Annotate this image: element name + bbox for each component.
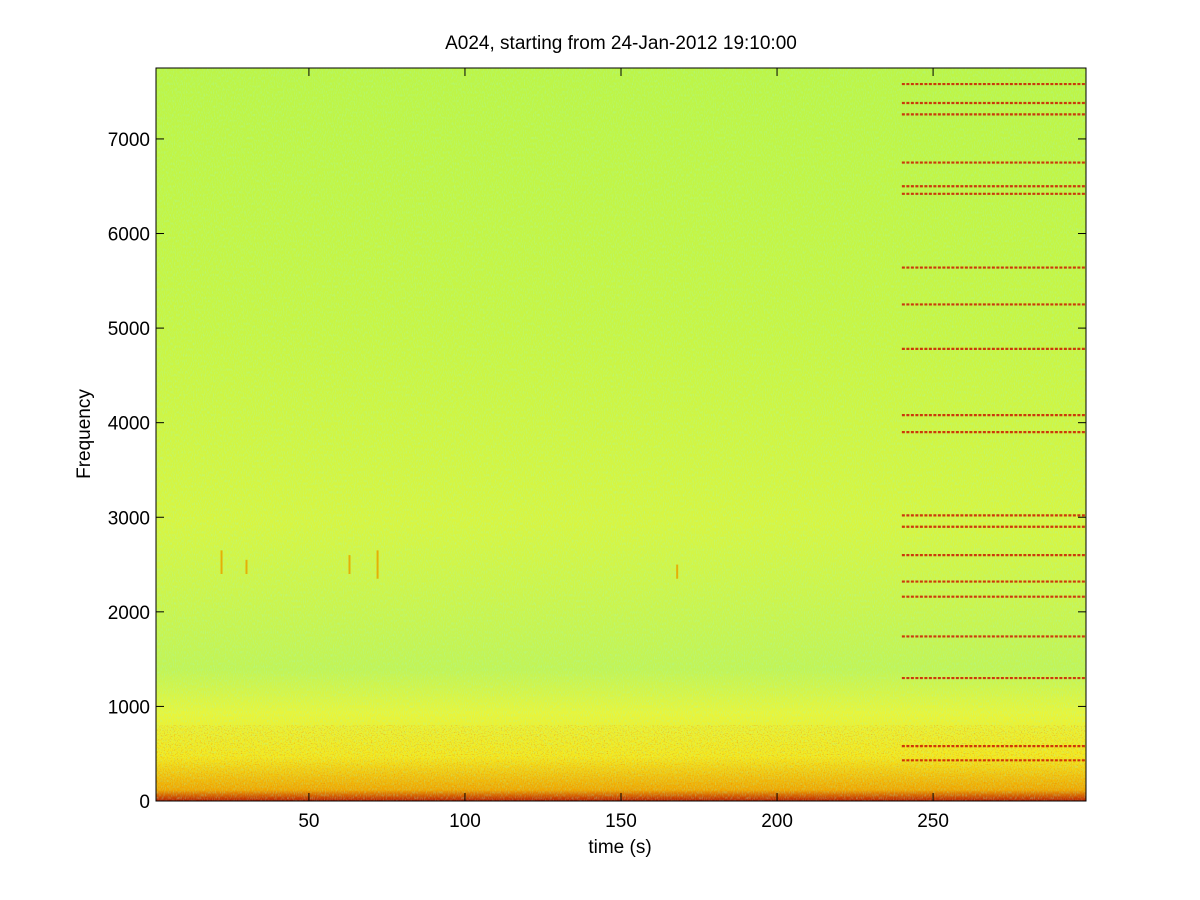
y-tick-label-7: 7000 <box>108 130 150 151</box>
spectrogram-noise <box>156 68 1086 801</box>
y-axis-label: Frequency <box>74 389 95 479</box>
x-axis: 50 100 150 200 250 <box>298 68 949 832</box>
y-tick-label-2: 2000 <box>108 603 150 624</box>
low-frequency-noise <box>156 725 1086 801</box>
y-tick-label-0: 0 <box>139 792 150 813</box>
tonal-lines <box>901 82 1086 762</box>
y-tick-label-6: 6000 <box>108 225 150 246</box>
y-tick-label-5: 5000 <box>108 319 150 340</box>
y-tick-label-3: 3000 <box>108 508 150 529</box>
x-axis-label: time (s) <box>588 837 651 858</box>
x-tick-label-3: 200 <box>761 811 793 832</box>
chart-title: A024, starting from 24-Jan-2012 19:10:00 <box>445 33 797 54</box>
y-tick-label-1: 1000 <box>108 697 150 718</box>
x-tick-label-4: 250 <box>917 811 949 832</box>
transients <box>220 550 679 579</box>
x-tick-label-1: 100 <box>449 811 481 832</box>
x-tick-label-0: 50 <box>298 811 319 832</box>
plot-area: 50 100 150 200 250 0 1000 2000 3000 4000 5000 6000… <box>108 67 1087 832</box>
y-tick-label-4: 4000 <box>108 414 150 435</box>
x-tick-label-2: 150 <box>605 811 637 832</box>
y-axis: 0 1000 2000 3000 4000 5000 6000 7000 <box>108 130 1086 813</box>
